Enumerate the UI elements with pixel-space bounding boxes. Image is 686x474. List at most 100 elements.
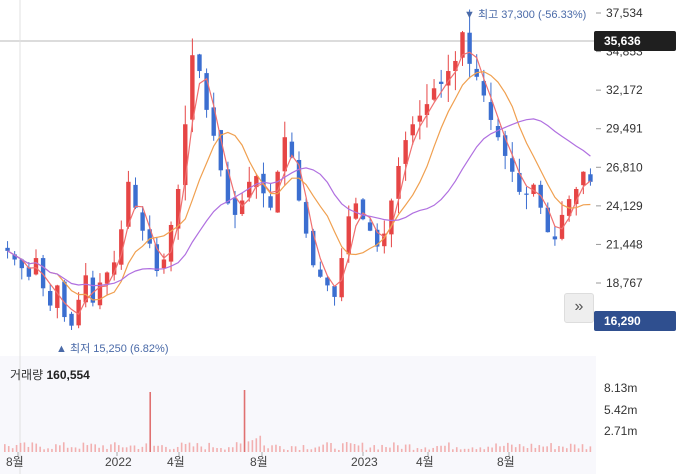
volume-bar xyxy=(381,444,383,452)
candle-body xyxy=(168,224,174,262)
volume-bar xyxy=(302,445,305,452)
expand-button[interactable]: » xyxy=(564,293,594,323)
volume-bar xyxy=(271,445,273,452)
volume-bar xyxy=(459,449,462,452)
candle-body xyxy=(239,200,245,215)
volume-bar xyxy=(585,449,588,452)
volume-bar xyxy=(149,392,152,452)
volume-bar xyxy=(538,445,541,452)
candle-body xyxy=(40,258,46,289)
candle-body xyxy=(495,125,501,138)
volume-bar xyxy=(74,447,77,452)
candle-body xyxy=(26,267,32,277)
volume-bar xyxy=(416,448,419,452)
candle-body xyxy=(481,81,487,96)
volume-bar xyxy=(550,443,552,452)
volume-bar xyxy=(290,446,293,452)
volume-bar xyxy=(349,443,352,452)
volume-bar xyxy=(306,449,309,452)
volume-bar xyxy=(184,443,187,452)
volume-bar xyxy=(412,449,415,452)
volume-bar xyxy=(4,444,6,452)
volume-bar xyxy=(503,445,505,452)
candle-body xyxy=(197,54,202,72)
moving-averages xyxy=(7,51,591,316)
volume-bar xyxy=(15,444,18,452)
volume-bar xyxy=(389,447,391,452)
volume-bar xyxy=(11,448,14,452)
date-tick-label: 8월 xyxy=(497,455,515,469)
candle-body xyxy=(296,159,302,201)
candle-body xyxy=(254,176,259,188)
volume-bar xyxy=(467,448,470,452)
candle-body xyxy=(90,277,96,303)
date-tick-label: 8월 xyxy=(250,455,268,469)
candle-body xyxy=(410,124,415,136)
candle-body xyxy=(48,290,53,306)
candle-body xyxy=(126,181,131,227)
candle-body xyxy=(502,135,508,156)
volume-bar xyxy=(393,442,395,452)
volume-bar xyxy=(475,449,478,452)
candle-body xyxy=(346,216,351,255)
volume-bar xyxy=(334,448,336,452)
volume-bar xyxy=(176,446,179,452)
volume-bar xyxy=(491,447,493,452)
candle-body xyxy=(140,212,145,231)
volume-bar xyxy=(510,444,513,452)
candle-body xyxy=(417,115,423,122)
volume-bar xyxy=(55,444,57,452)
volume-bar xyxy=(125,447,128,452)
candle-body xyxy=(311,230,316,266)
high-label: 최고 xyxy=(477,9,499,21)
candle-body xyxy=(76,299,81,326)
volume-title: 거래량 xyxy=(10,368,44,382)
volume-bar xyxy=(188,442,191,452)
volume-bar xyxy=(31,442,34,452)
volume-bar xyxy=(397,445,399,452)
current-price-badge: 35,636 xyxy=(594,31,676,51)
candle-body xyxy=(431,88,437,100)
candle-body xyxy=(5,247,10,251)
volume-bar xyxy=(43,449,45,452)
candle-body xyxy=(389,200,394,235)
price-tick-label: 21,448 xyxy=(606,237,643,251)
volume-bar xyxy=(455,447,458,452)
candle-body xyxy=(303,202,309,234)
volume-bar xyxy=(581,444,584,452)
volume-bar xyxy=(224,449,226,452)
volume-bar xyxy=(121,447,124,452)
candle-body xyxy=(552,236,558,240)
volume-bar xyxy=(137,449,140,452)
volume-bar xyxy=(562,446,564,452)
candle-body xyxy=(133,184,138,208)
volume-bar xyxy=(526,447,529,452)
candle-body xyxy=(382,233,387,247)
volume-bar xyxy=(196,443,199,452)
volume-bar xyxy=(487,446,489,452)
volume-pane-bg xyxy=(0,356,596,474)
volume-bar xyxy=(117,445,120,452)
ma-line-ma5 xyxy=(7,51,591,316)
candle-body xyxy=(367,222,373,231)
volume-bar xyxy=(542,446,545,452)
volume-bar xyxy=(546,446,548,452)
candle-body xyxy=(104,272,110,284)
candle-body xyxy=(268,196,273,208)
volume-bar xyxy=(341,443,344,452)
volume-bar xyxy=(318,446,320,452)
volume-bar xyxy=(357,445,360,452)
volume-bar xyxy=(204,449,207,452)
volume-bar xyxy=(408,444,411,452)
volume-bar xyxy=(373,445,376,452)
candle-body xyxy=(325,277,330,286)
volume-bar xyxy=(432,447,434,452)
candle-body xyxy=(69,313,74,326)
volume-bar xyxy=(129,445,132,452)
volume-bar xyxy=(298,449,301,452)
volume-bar xyxy=(507,442,509,452)
volume-bar xyxy=(483,449,486,452)
volume-bar xyxy=(239,443,242,452)
volume-bar xyxy=(353,443,356,452)
